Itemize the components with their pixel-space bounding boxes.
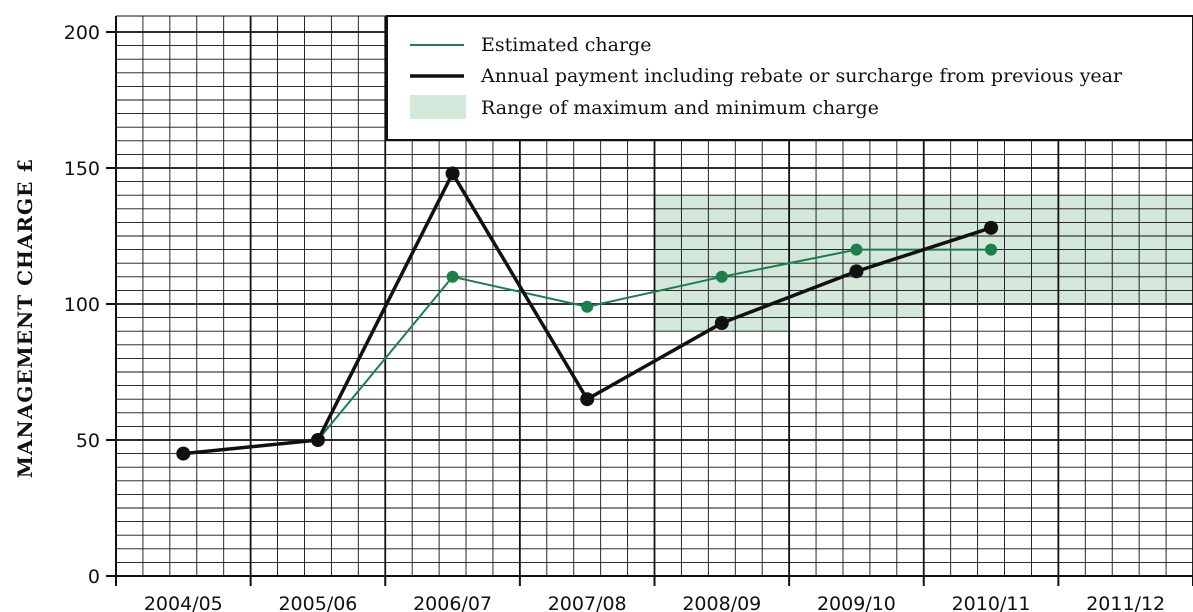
x-tick-label: 2010/11 (952, 593, 1031, 612)
x-tick-label: 2011/12 (1086, 593, 1165, 612)
axes: 0 50 100 150 200 2004/05 2005/06 2006/07 2007/08… (64, 16, 1193, 612)
y-tick-label: 0 (88, 566, 100, 588)
legend-label-annual: Annual payment including rebate or surch… (480, 65, 1123, 87)
data-point-annual (849, 264, 864, 279)
data-point-estimated (715, 270, 728, 283)
x-tick-label: 2004/05 (144, 593, 223, 612)
y-tick-label: 100 (64, 294, 100, 316)
legend-swatch-range (410, 95, 466, 119)
data-point-annual (714, 316, 729, 331)
legend: Estimated charge Annual payment includin… (386, 15, 1193, 141)
y-tick-label: 200 (64, 22, 100, 44)
data-point-estimated (985, 243, 998, 256)
legend-label-estimated: Estimated charge (481, 34, 651, 56)
data-point-estimated (581, 300, 594, 313)
series (176, 166, 999, 461)
data-point-annual (445, 166, 460, 181)
x-tick-label: 2009/10 (817, 593, 896, 612)
x-tick-label: 2008/09 (682, 593, 761, 612)
data-point-annual (580, 392, 595, 407)
data-point-annual (984, 220, 999, 235)
y-tick-label: 150 (64, 158, 100, 180)
data-point-estimated (446, 270, 459, 283)
data-point-annual (310, 433, 325, 447)
y-tick-label: 50 (76, 430, 100, 452)
legend-box (386, 15, 1193, 141)
data-point-estimated (850, 243, 863, 256)
data-point-annual (176, 446, 191, 461)
y-axis-label: MANAGEMENT CHARGE £ (13, 158, 37, 478)
x-tick-label: 2006/07 (413, 593, 492, 612)
x-tick-label: 2007/08 (548, 593, 627, 612)
legend-label-range: Range of maximum and minimum charge (481, 97, 879, 119)
x-tick-label: 2005/06 (278, 593, 357, 612)
series-line-estimated (317, 248, 992, 441)
